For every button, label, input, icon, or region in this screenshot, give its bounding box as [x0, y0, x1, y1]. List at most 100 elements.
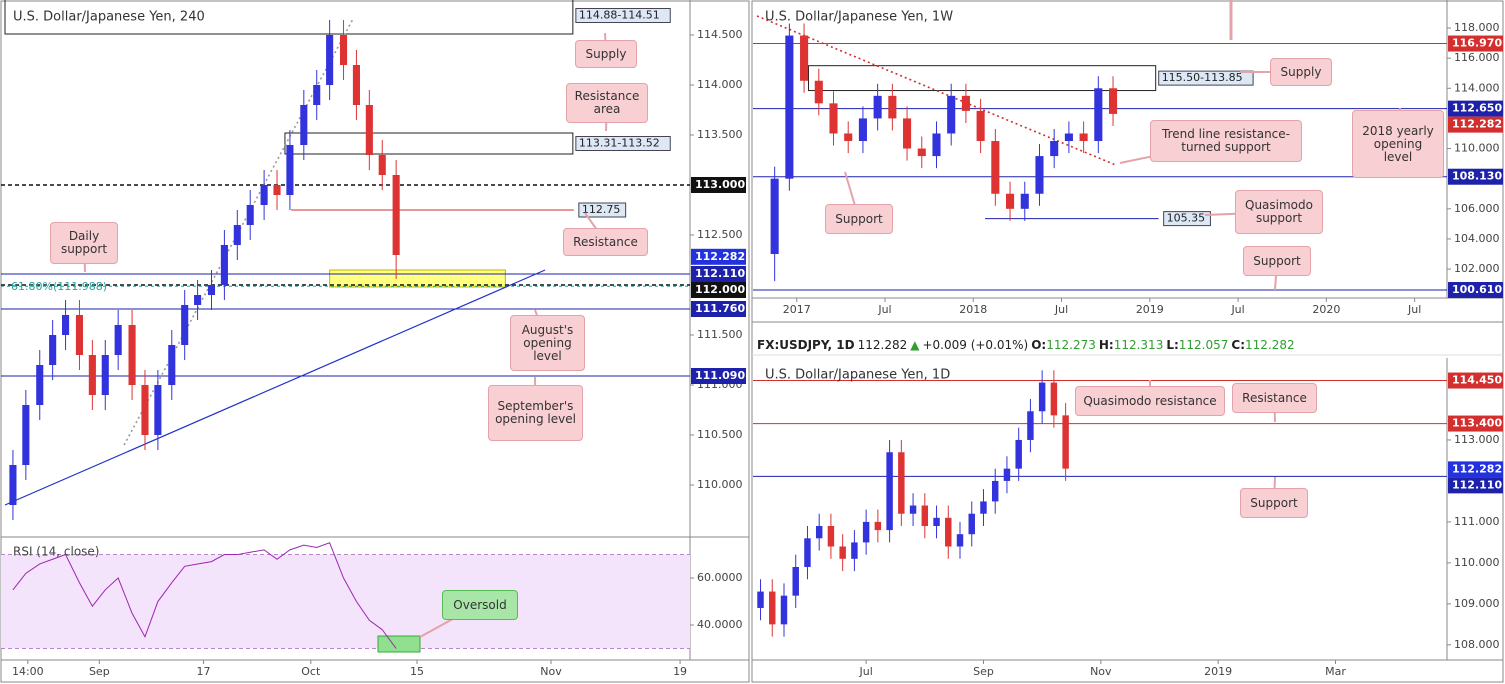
- level-label: 112.75: [582, 203, 621, 216]
- candle-body: [1038, 382, 1046, 412]
- candle-body: [921, 505, 929, 527]
- ohlc-key: O:: [1031, 338, 1047, 352]
- y-tick-label: 110.500: [697, 428, 743, 441]
- chart-title: U.S. Dollar/Japanese Yen, 1W: [765, 10, 953, 25]
- price-tag: [691, 368, 746, 384]
- candle-body: [1094, 88, 1103, 142]
- price-tag: [691, 282, 746, 298]
- y-tick-label: 112.500: [697, 228, 743, 241]
- callout: August's opening level: [510, 315, 585, 371]
- candle-body: [246, 205, 254, 225]
- price-tag-label: 100.610: [1452, 283, 1502, 296]
- candle-body: [1079, 133, 1088, 142]
- y-tick-label: 106.000: [1454, 202, 1500, 215]
- price-tag-label: 111.090: [695, 369, 745, 382]
- callout: Daily support: [50, 222, 118, 264]
- zone-label: 115.50-113.85: [1162, 71, 1243, 84]
- candle-body: [839, 546, 846, 559]
- ohlc-value: 112.057: [1178, 338, 1229, 352]
- callout: September's opening level: [488, 385, 583, 441]
- candle-body: [961, 95, 970, 111]
- candle-body: [792, 566, 799, 596]
- callout: Quasimodo support: [1235, 190, 1323, 234]
- chart-title: U.S. Dollar/Japanese Yen, 1D: [765, 368, 950, 383]
- zone: [807, 65, 1157, 92]
- price-tag-label: 112.282: [1452, 462, 1502, 475]
- callout: Resistance: [1232, 383, 1317, 413]
- candle-body: [947, 95, 956, 134]
- candle-body: [339, 35, 348, 65]
- y-tick-label: 113.500: [697, 128, 743, 141]
- y-tick-label: 60.0000: [697, 571, 743, 584]
- y-tick-label: 102.000: [1454, 262, 1500, 275]
- candle-body: [874, 521, 882, 531]
- candle-body: [1062, 415, 1069, 469]
- last-price: 112.282: [857, 338, 908, 352]
- candle-body: [862, 521, 870, 543]
- zone-label-box: [575, 136, 671, 151]
- price-tag: [691, 301, 746, 317]
- price-tag-label: 112.110: [695, 267, 745, 280]
- candle-body: [365, 105, 373, 155]
- candle-body: [286, 145, 294, 195]
- trend-line: [4, 269, 546, 506]
- fib-label: 61.80%(111.988): [11, 280, 107, 293]
- ohlc-value: 112.273: [1046, 338, 1096, 352]
- candle-body: [233, 225, 241, 245]
- callout: Resistance area: [566, 83, 648, 123]
- callout: Quasimodo resistance: [1075, 386, 1225, 416]
- y-tick-label: 116.000: [1454, 51, 1500, 64]
- candle-body: [1027, 411, 1034, 440]
- candle-body: [933, 517, 940, 527]
- plot-area: [1, 0, 690, 520]
- zone-label: 114.88-114.51: [579, 9, 660, 22]
- y-tick-label: 110.000: [1454, 556, 1500, 569]
- candle-body: [181, 305, 189, 345]
- callout: Trend line resistance-turned support: [1150, 120, 1302, 162]
- candle-body: [49, 335, 57, 365]
- candle-body: [392, 175, 400, 255]
- y-tick-label: 109.000: [1454, 597, 1500, 610]
- candle-body: [1015, 439, 1022, 469]
- callout: Oversold: [442, 590, 518, 620]
- ohlc-value: 112.313: [1113, 338, 1164, 352]
- ohlc-key: C:: [1231, 338, 1246, 352]
- candle-body: [976, 110, 985, 142]
- ohlc-value: 112.282: [1245, 338, 1295, 352]
- candle-body: [844, 133, 853, 142]
- candle-body: [829, 103, 838, 134]
- candle-body: [851, 542, 858, 559]
- x-tick-label: 2020: [1312, 303, 1340, 316]
- x-tick-label: Mar: [1325, 665, 1346, 678]
- x-tick-label: Jul: [1230, 303, 1244, 316]
- price-tag-label: 112.000: [695, 283, 745, 296]
- price-tag-label: 111.760: [695, 302, 745, 315]
- candle-body: [858, 118, 867, 142]
- callout: Support: [1240, 488, 1308, 518]
- price-tag: [1448, 461, 1503, 478]
- y-tick-label: 118.000: [1454, 21, 1500, 34]
- candle-body: [769, 591, 776, 625]
- candle-body: [220, 245, 228, 285]
- y-tick-label: 111.500: [697, 328, 743, 341]
- candle-body: [804, 538, 811, 567]
- change-arrow: ▲: [910, 338, 920, 352]
- ohlc-key: L:: [1166, 338, 1179, 352]
- candle-body: [114, 325, 122, 355]
- symbol: FX:USDJPY, 1D: [757, 338, 855, 352]
- zone: [284, 132, 574, 155]
- price-tag-label: 112.282: [695, 250, 745, 263]
- candle-body: [313, 85, 321, 105]
- x-tick-label: 17: [197, 665, 211, 678]
- level-label-box: [1163, 211, 1211, 227]
- level-label-box: [578, 202, 627, 218]
- candle-body: [36, 365, 44, 405]
- price-tag: [1448, 116, 1503, 133]
- x-tick-label: 2017: [783, 303, 811, 316]
- candle-body: [88, 355, 96, 395]
- price-tag-label: 112.110: [1452, 478, 1502, 491]
- zone-label-box: [575, 8, 671, 23]
- candle-body: [873, 95, 882, 119]
- price-tag-label: 113.000: [695, 178, 745, 191]
